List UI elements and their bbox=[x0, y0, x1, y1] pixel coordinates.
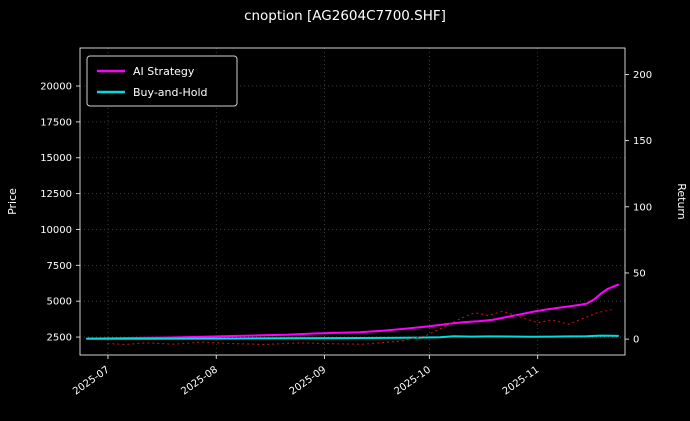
y-tick-label-left: 2500 bbox=[47, 333, 72, 344]
x-tick-label: 2025-10 bbox=[393, 364, 434, 397]
legend-label: AI Strategy bbox=[133, 65, 195, 78]
x-tick-label: 2025-11 bbox=[501, 364, 542, 397]
x-tick-label: 2025-08 bbox=[179, 364, 220, 397]
series-ai-strategy bbox=[86, 283, 619, 340]
legend-box bbox=[86, 55, 238, 107]
y-tick-label-left: 17500 bbox=[40, 117, 72, 128]
y-tick-label-right: 200 bbox=[633, 70, 652, 81]
y-tick-label-left: 15000 bbox=[40, 153, 72, 164]
y-axis-label-left: Price bbox=[6, 188, 19, 215]
y-tick-label-right: 0 bbox=[633, 335, 639, 346]
axes-frame bbox=[79, 47, 626, 356]
y-tick-label-left: 7500 bbox=[47, 261, 72, 272]
y-tick-label-right: 50 bbox=[633, 268, 646, 279]
series-buy-and-hold bbox=[86, 334, 619, 340]
y-tick-label-left: 5000 bbox=[47, 297, 72, 308]
y-tick-label-left: 12500 bbox=[40, 189, 72, 200]
y-tick-label-right: 150 bbox=[633, 136, 652, 147]
x-tick-label: 2025-09 bbox=[288, 364, 329, 397]
y-tick-label-left: 10000 bbox=[40, 225, 72, 236]
legend-label: Buy-and-Hold bbox=[133, 86, 208, 99]
chart-title: cnoption [AG2604C7700.SHF] bbox=[244, 8, 446, 24]
y-tick-label-left: 20000 bbox=[40, 82, 72, 93]
series-underlying-dotted bbox=[107, 309, 612, 346]
y-tick-label-right: 100 bbox=[633, 202, 652, 213]
y-axis-label-right: Return bbox=[675, 183, 688, 220]
x-tick-label: 2025-07 bbox=[71, 364, 112, 397]
